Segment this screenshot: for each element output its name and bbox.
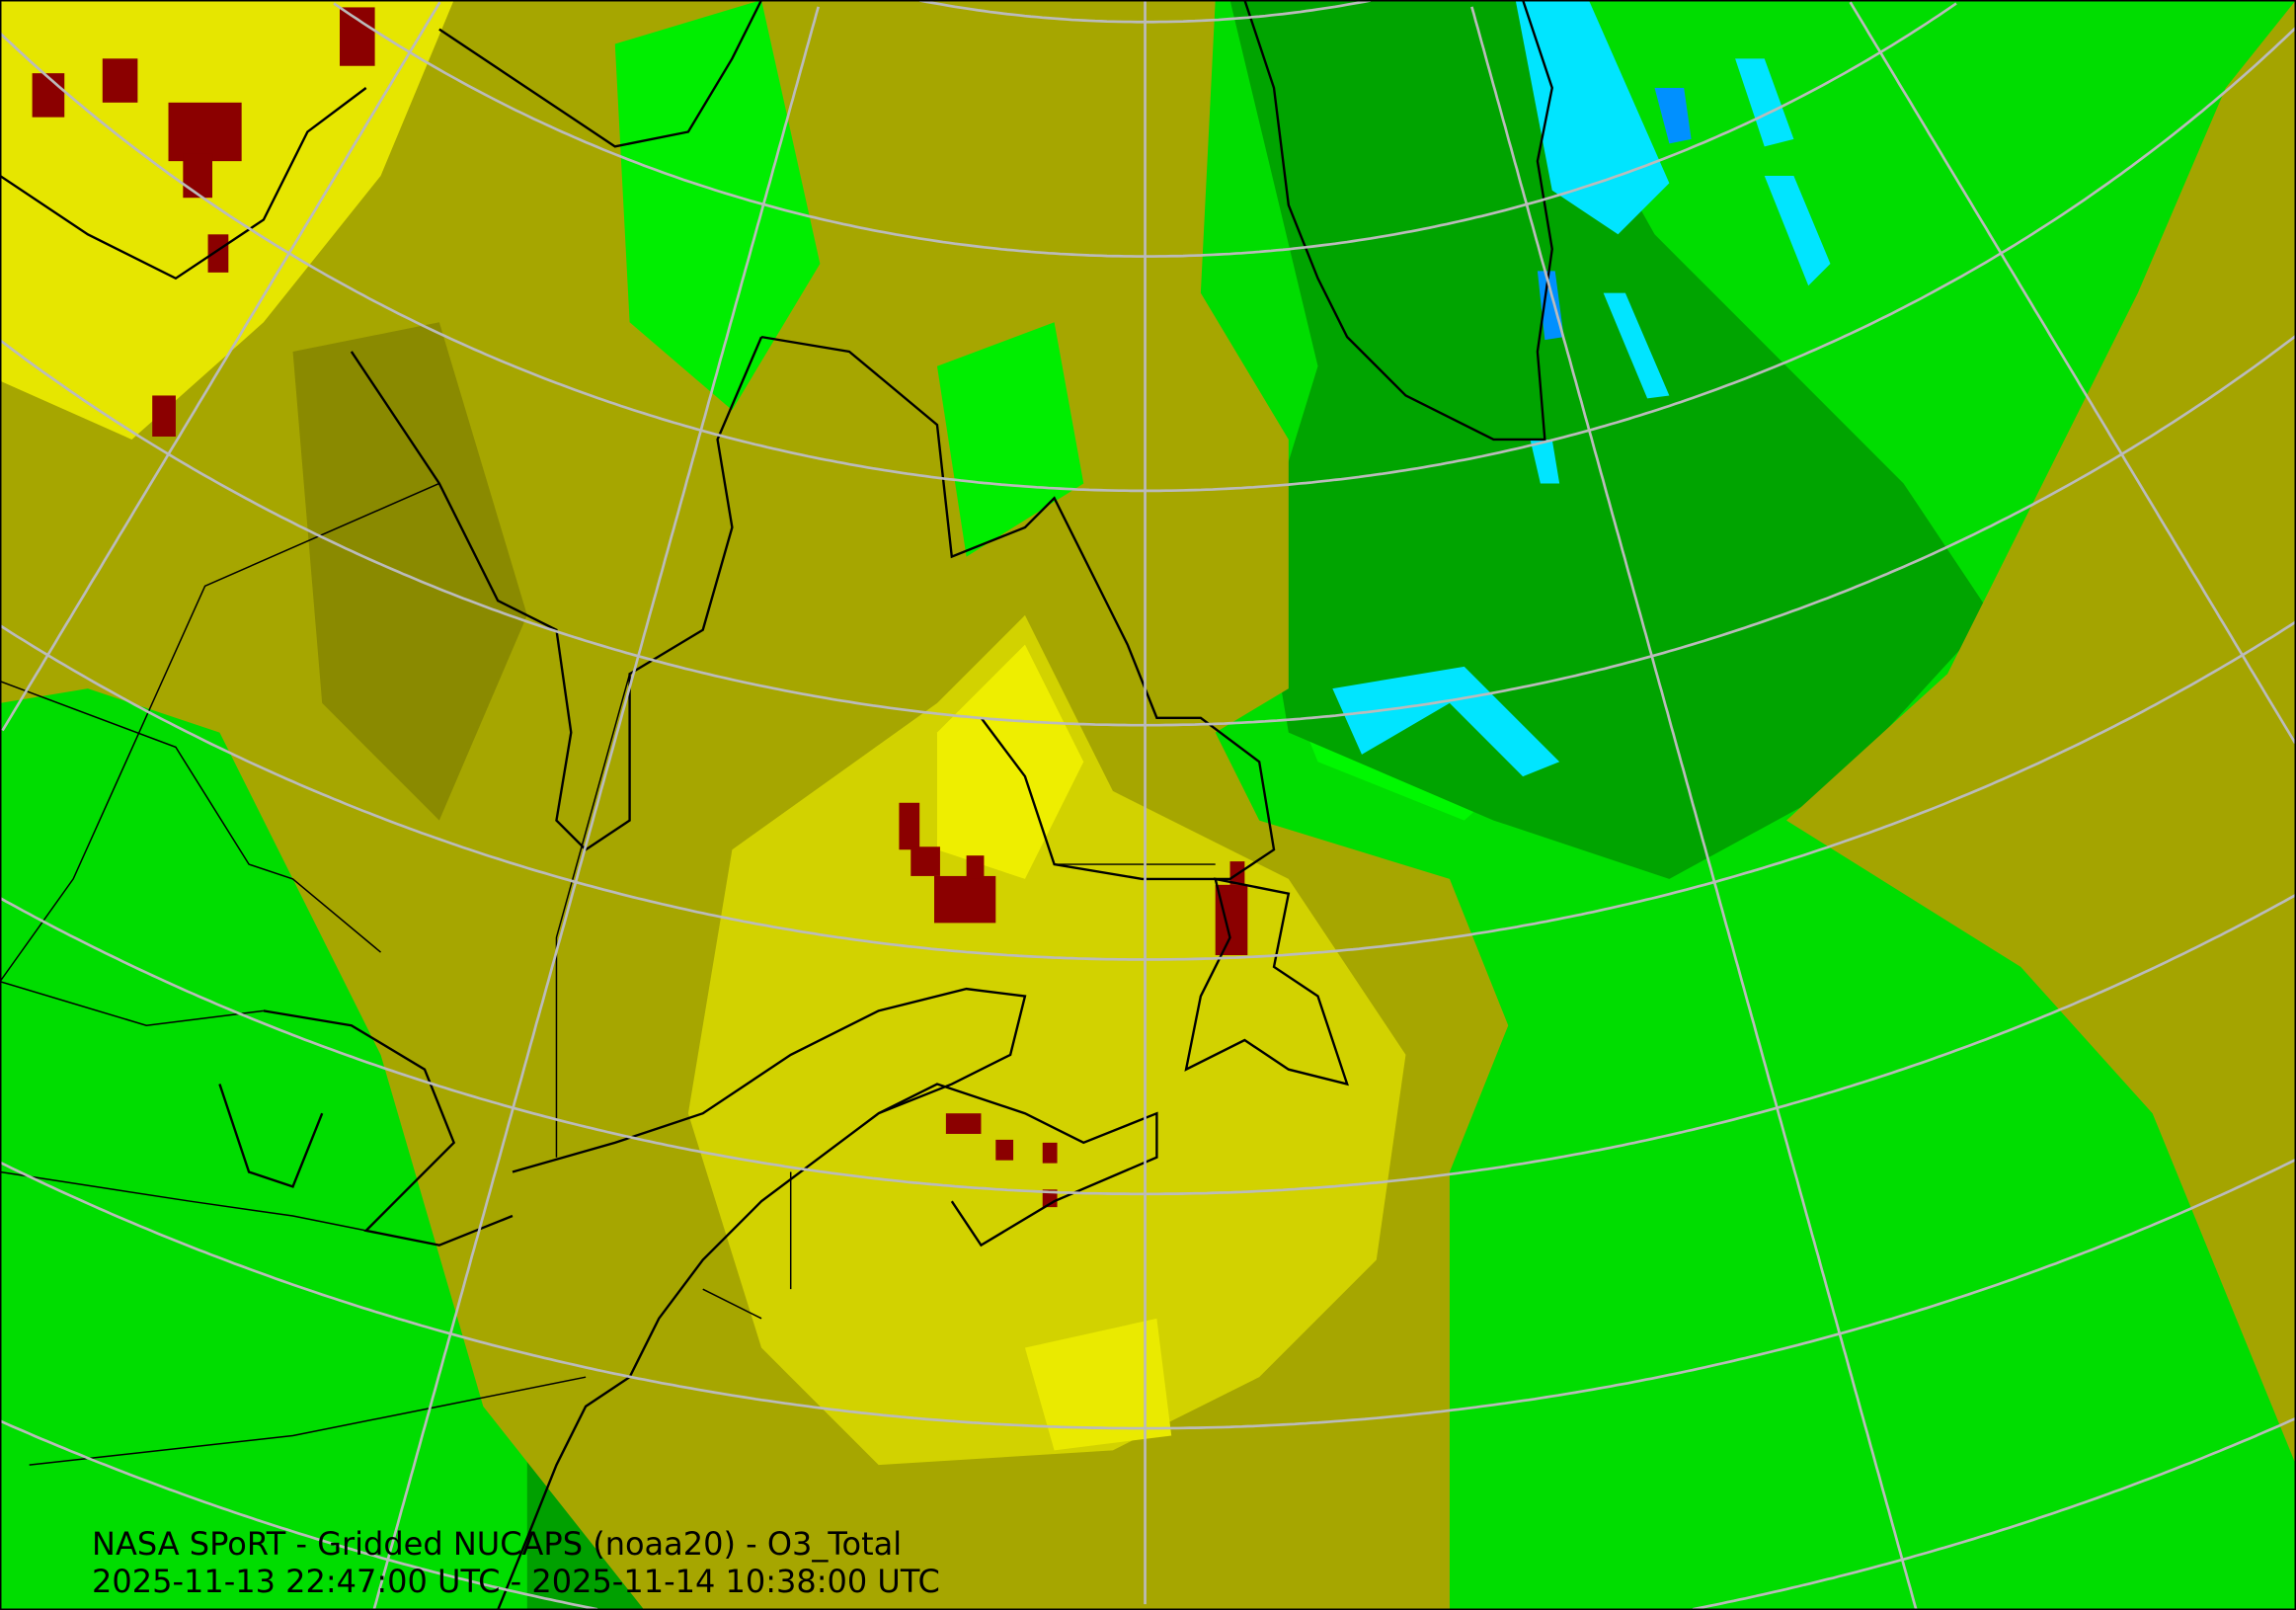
parallel-line (0, 334, 2296, 727)
political-borders (0, 482, 1216, 1466)
newfoundland-coast (1184, 877, 1349, 1087)
field-green-patch (614, 0, 821, 411)
parallel-line (0, 1419, 598, 1610)
parallel-line (0, 620, 2296, 961)
time-range: 2025-11-13 22:47:00 UTC - 2025-11-14 10:… (92, 1563, 940, 1600)
low-ozone-streaks (1332, 0, 1831, 777)
greenland-coast (1243, 0, 1553, 442)
field-yellow-center (687, 614, 1406, 1466)
field-olive-east (1785, 0, 2296, 1466)
field-green-patch-2 (936, 322, 1084, 557)
arctic-islands (0, 0, 763, 281)
meridian-line (1849, 1, 2296, 744)
parallel-line (0, 26, 2296, 493)
meridian-line (372, 6, 821, 1610)
meridian-line (1, 1, 441, 732)
us-east-coast (497, 1376, 631, 1610)
labrador-coast (760, 335, 1276, 881)
parallel-line (0, 1158, 2296, 1430)
high-ozone-spots (32, 7, 1248, 1208)
parallel-line (1692, 1416, 2296, 1610)
parallel-line (0, 893, 2296, 1196)
field-olive-patch (292, 322, 527, 821)
field-dark-green-north (1229, 0, 1992, 879)
field-yellow-bright-2 (1024, 1318, 1172, 1451)
field-yellow-bright (936, 644, 1084, 879)
maritimes-coast (878, 1083, 1158, 1248)
product-title: NASA SPoRT - Gridded NUCAPS (noaa20) - O… (92, 1525, 903, 1563)
st-lawrence-coast (512, 987, 1027, 1378)
field-yellow-topleft (0, 0, 454, 440)
meridian-line (1470, 6, 1918, 1610)
